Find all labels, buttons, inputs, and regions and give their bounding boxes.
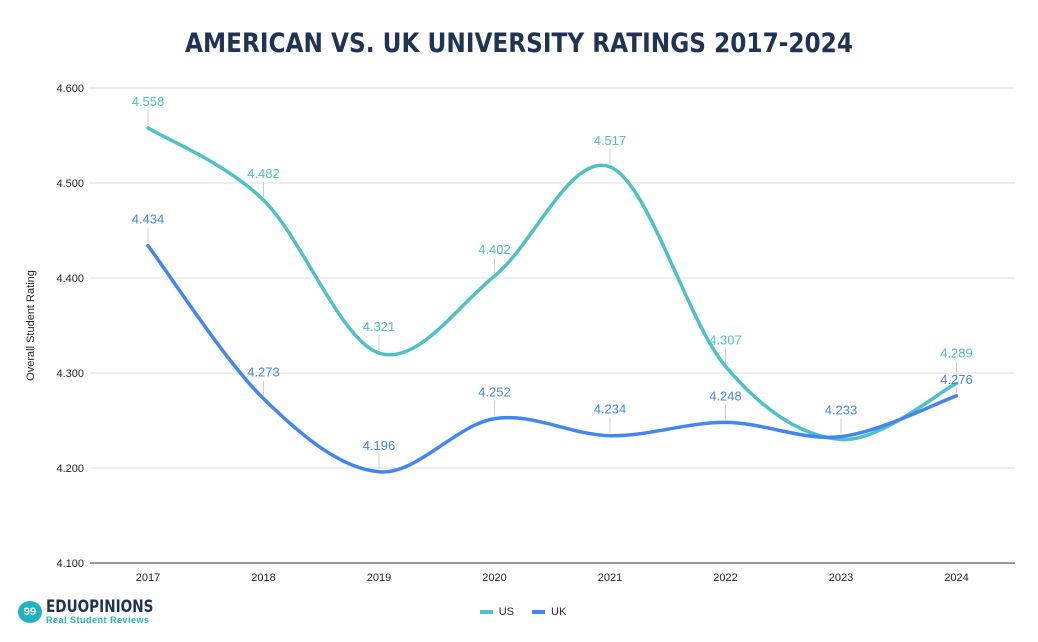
speech-bubble-icon: 99 bbox=[18, 601, 42, 623]
y-tick-label: 4.100 bbox=[56, 558, 84, 570]
legend-item-us[interactable]: US bbox=[479, 606, 514, 618]
y-tick-label: 4.500 bbox=[56, 178, 84, 190]
data-label: 4.558 bbox=[132, 94, 165, 109]
x-tick-label: 2019 bbox=[367, 572, 391, 584]
eduopinions-logo: 99 EDUOPINIONS Real Student Reviews bbox=[18, 599, 180, 625]
y-tick-label: 4.300 bbox=[56, 368, 84, 380]
data-label: 4.248 bbox=[709, 388, 742, 403]
data-label: 4.252 bbox=[478, 385, 511, 400]
data-label: 4.321 bbox=[363, 319, 396, 334]
legend: US UK bbox=[0, 606, 1038, 618]
x-tick-label: 2017 bbox=[136, 572, 160, 584]
data-label: 4.402 bbox=[478, 242, 511, 257]
legend-label-us: US bbox=[498, 606, 514, 618]
data-label: 4.517 bbox=[594, 133, 627, 148]
data-label: 4.234 bbox=[594, 402, 627, 417]
series-line-uk bbox=[146, 243, 959, 474]
legend-item-uk[interactable]: UK bbox=[532, 606, 566, 618]
x-tick-label: 2018 bbox=[251, 572, 275, 584]
chart-title: AMERICAN VS. UK UNIVERSITY RATINGS 2017-… bbox=[185, 28, 853, 59]
y-axis-label: Overall Student Rating bbox=[25, 270, 37, 381]
data-label: 4.482 bbox=[247, 166, 280, 181]
data-label: 4.434 bbox=[132, 212, 165, 227]
series-line-us bbox=[146, 126, 959, 442]
legend-label-uk: UK bbox=[551, 606, 567, 618]
y-tick-label: 4.600 bbox=[56, 83, 84, 95]
x-tick-label: 2022 bbox=[713, 572, 737, 584]
legend-swatch-us bbox=[479, 610, 493, 614]
y-tick-label: 4.200 bbox=[56, 463, 84, 475]
x-tick-label: 2020 bbox=[482, 572, 506, 584]
logo-tagline: Real Student Reviews bbox=[46, 615, 150, 625]
data-label: 4.307 bbox=[709, 332, 742, 347]
legend-swatch-uk bbox=[532, 610, 545, 614]
data-label: 4.273 bbox=[247, 365, 280, 380]
data-label: 4.276 bbox=[940, 372, 973, 387]
data-label: 4.289 bbox=[940, 345, 973, 360]
x-tick-label: 2023 bbox=[829, 572, 853, 584]
logo-brand: EDUOPINIONS bbox=[46, 597, 154, 617]
data-label: 4.196 bbox=[363, 438, 396, 453]
x-tick-label: 2024 bbox=[944, 572, 968, 584]
data-label: 4.233 bbox=[825, 403, 858, 418]
x-tick-label: 2021 bbox=[598, 572, 622, 584]
y-tick-label: 4.400 bbox=[56, 273, 84, 285]
